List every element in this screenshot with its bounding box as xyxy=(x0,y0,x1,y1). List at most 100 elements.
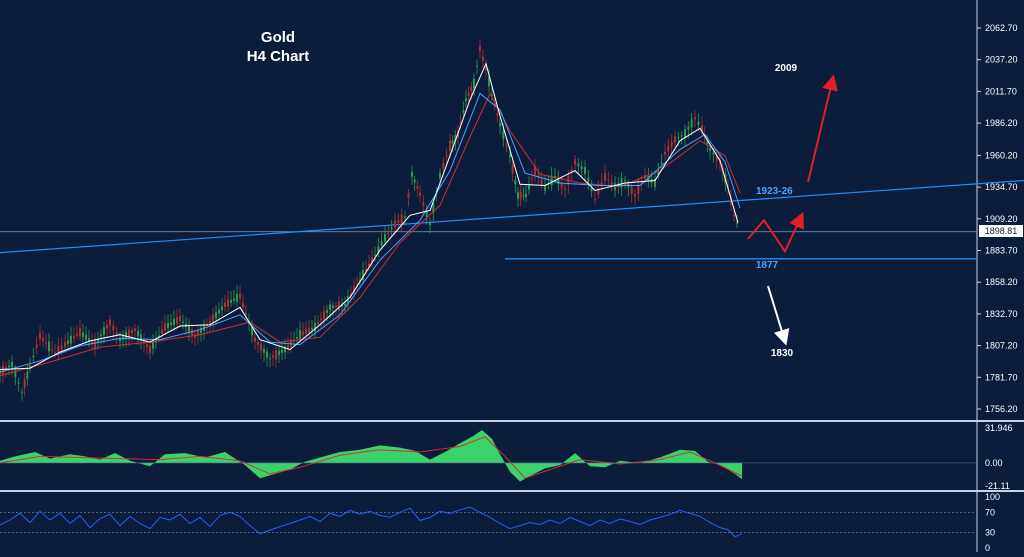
candle-body xyxy=(320,318,322,320)
candle-body xyxy=(332,305,334,309)
target-down-label: 1830 xyxy=(771,348,794,359)
candle-body xyxy=(164,323,166,331)
candle-body xyxy=(149,346,151,354)
candle-body xyxy=(407,193,410,198)
candle-body xyxy=(45,342,47,344)
candle-body xyxy=(51,349,53,351)
candle-body xyxy=(302,331,304,336)
price-tick-label: 1986.20 xyxy=(985,118,1018,128)
candle-body xyxy=(574,159,576,165)
candle-body xyxy=(505,145,508,147)
candle-body xyxy=(140,334,142,341)
candle-body xyxy=(419,192,421,196)
macd-tick-label: 31.946 xyxy=(985,423,1013,433)
candle-body xyxy=(119,338,121,341)
price-tick-label: 1960.20 xyxy=(985,150,1018,160)
candle-body xyxy=(519,191,522,200)
candle-body xyxy=(577,163,580,167)
candle-body xyxy=(674,136,676,143)
candle-body xyxy=(614,183,616,191)
candle-body xyxy=(278,350,280,356)
candle-body xyxy=(35,344,38,348)
candle-body xyxy=(473,78,475,89)
candle-body xyxy=(624,180,626,182)
candle-body xyxy=(39,332,41,339)
candle-body xyxy=(416,186,419,189)
candle-body xyxy=(200,327,202,333)
candle-body xyxy=(394,220,396,228)
rsi-panel: 100 70 30 0 xyxy=(0,492,1000,553)
candle-body xyxy=(170,322,172,325)
resistance-label: 1923-26 xyxy=(756,186,793,197)
candle-body xyxy=(604,172,606,181)
candle-body xyxy=(257,342,259,345)
price-series xyxy=(0,39,738,401)
candle-body xyxy=(2,365,4,375)
candle-body xyxy=(317,322,319,325)
candle-body xyxy=(429,222,431,226)
candle-body xyxy=(442,162,445,169)
candle-body xyxy=(54,352,56,355)
candle-body xyxy=(701,125,703,132)
candle-body xyxy=(323,311,325,320)
candle-body xyxy=(390,227,393,230)
price-tick-label: 1807.20 xyxy=(985,341,1018,351)
candle-body xyxy=(94,340,96,350)
candle-body xyxy=(152,341,154,349)
target-up-label: 2009 xyxy=(775,63,798,74)
candle-body xyxy=(335,305,337,307)
candle-body xyxy=(182,321,184,323)
price-tick-label: 2011.70 xyxy=(985,86,1017,96)
candle-body xyxy=(712,152,715,155)
candle-body xyxy=(397,220,400,223)
ma-slow-line xyxy=(0,92,741,377)
candle-body xyxy=(368,263,370,267)
candle-body xyxy=(531,178,533,180)
candle-body xyxy=(122,335,124,340)
rsi-tick-label: 70 xyxy=(985,507,995,517)
candle-body xyxy=(42,338,44,341)
candle-body xyxy=(684,129,686,138)
candle-body xyxy=(587,177,590,183)
candle-body xyxy=(677,137,680,139)
candle-body xyxy=(584,167,586,175)
candle-body xyxy=(451,140,454,144)
candle-body xyxy=(146,344,148,347)
candle-body xyxy=(269,358,271,360)
candle-body xyxy=(91,340,93,344)
candle-body xyxy=(239,293,241,299)
candle-body xyxy=(607,179,610,181)
candle-body xyxy=(266,351,268,358)
candle-body xyxy=(485,67,487,70)
candle-body xyxy=(179,315,181,322)
annotations xyxy=(747,74,838,346)
candle-body xyxy=(657,171,660,175)
candle-body xyxy=(67,340,69,344)
candle-body xyxy=(103,327,105,336)
candle-body xyxy=(275,350,277,360)
candle-body xyxy=(491,94,493,96)
candle-body xyxy=(647,176,650,182)
candle-body xyxy=(82,332,84,337)
candle-body xyxy=(560,182,563,188)
candle-body xyxy=(670,141,673,147)
candle-body xyxy=(413,179,416,183)
candle-body xyxy=(73,336,75,339)
candle-body xyxy=(660,162,663,164)
candle-body xyxy=(137,330,139,337)
candle-body xyxy=(637,184,640,194)
candle-body xyxy=(564,188,566,190)
candle-body xyxy=(522,195,525,197)
candle-body xyxy=(499,122,501,127)
candle-body xyxy=(329,304,331,311)
candle-body xyxy=(359,279,361,281)
candle-body xyxy=(404,216,406,218)
candle-body xyxy=(227,299,229,307)
candle-body xyxy=(8,365,10,368)
candle-body xyxy=(590,188,593,192)
macd-tick-label: -21.11 xyxy=(985,481,1010,491)
candle-body xyxy=(167,322,169,329)
candle-body xyxy=(462,110,465,113)
candle-body xyxy=(191,329,193,336)
